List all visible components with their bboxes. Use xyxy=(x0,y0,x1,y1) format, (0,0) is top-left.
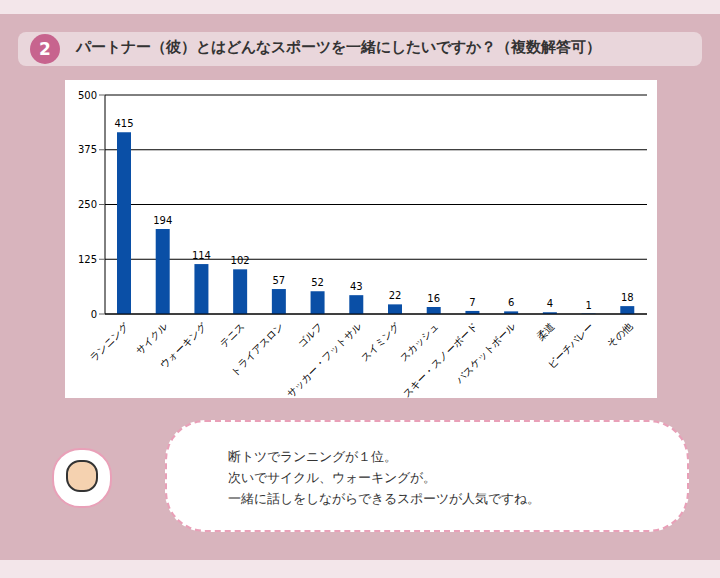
svg-text:102: 102 xyxy=(231,255,250,266)
svg-text:ウォーキング: ウォーキング xyxy=(158,320,209,371)
svg-text:194: 194 xyxy=(153,215,172,226)
svg-text:18: 18 xyxy=(621,292,634,303)
svg-text:テニス: テニス xyxy=(218,321,247,350)
svg-text:16: 16 xyxy=(427,293,440,304)
svg-text:43: 43 xyxy=(350,281,363,292)
svg-text:125: 125 xyxy=(78,254,97,265)
svg-text:その他: その他 xyxy=(605,321,634,350)
svg-text:スイミング: スイミング xyxy=(359,320,403,364)
svg-text:ビーチバレー: ビーチバレー xyxy=(545,321,595,371)
svg-text:ランニング: ランニング xyxy=(88,320,132,364)
html-text:次いでサイクル、ウォーキングが。: 次いでサイクル、ウォーキングが。 xyxy=(228,470,436,485)
svg-text:114: 114 xyxy=(192,250,211,261)
svg-text:57: 57 xyxy=(272,275,285,286)
svg-text:415: 415 xyxy=(114,118,133,129)
svg-text:1: 1 xyxy=(585,300,591,311)
svg-text:トライアスロン: トライアスロン xyxy=(228,321,285,378)
svg-text:バスケットボール: バスケットボール xyxy=(453,321,518,386)
svg-text:ゴルフ: ゴルフ xyxy=(295,321,324,350)
svg-text:サイクル: サイクル xyxy=(133,321,169,357)
svg-text:0: 0 xyxy=(91,309,97,320)
svg-text:スキー・スノーボード: スキー・スノーボード xyxy=(401,321,479,398)
svg-text:7: 7 xyxy=(469,297,475,308)
svg-text:4: 4 xyxy=(547,298,553,309)
svg-text:柔道: 柔道 xyxy=(535,321,557,343)
svg-text:22: 22 xyxy=(389,290,402,301)
svg-text:500: 500 xyxy=(78,90,97,101)
html-text:断トツでランニングが１位。: 断トツでランニングが１位。 xyxy=(228,449,397,464)
html-text:パートナー（彼）とはどんなスポーツを一緒にしたいですか？（複: パートナー（彼）とはどんなスポーツを一緒にしたいですか？（複数解答可） xyxy=(76,38,601,56)
svg-text:スカッシュ: スカッシュ xyxy=(397,320,441,364)
svg-text:サッカー・フットサル: サッカー・フットサル xyxy=(285,321,363,398)
html-text:2: 2 xyxy=(39,39,51,59)
svg-text:375: 375 xyxy=(78,144,97,155)
svg-text:6: 6 xyxy=(508,297,514,308)
html-text:一緒に話しをしながらできるスポーツが人気ですね。: 一緒に話しをしながらできるスポーツが人気ですね。 xyxy=(228,491,540,506)
svg-text:250: 250 xyxy=(78,199,97,210)
svg-text:52: 52 xyxy=(311,277,324,288)
